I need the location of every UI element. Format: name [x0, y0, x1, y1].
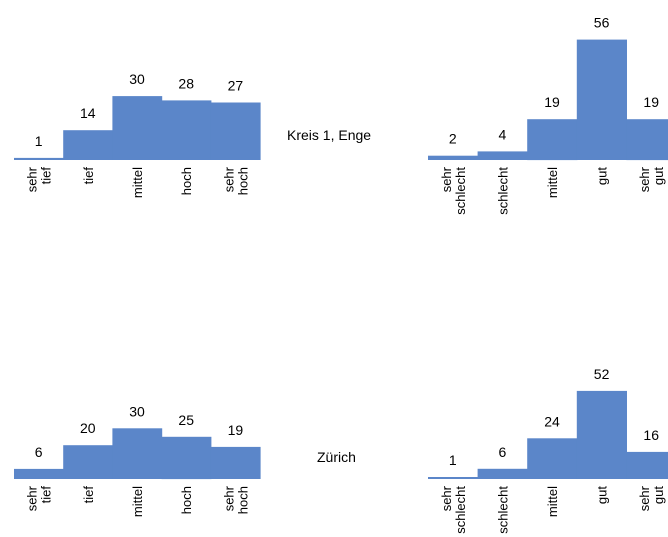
chart-panel-2: 2 4 19 56 19 sehrschlecht schlecht mittel gut seh… — [428, 15, 668, 215]
data-label-1-5: 27 — [228, 78, 244, 94]
data-label-4-4: 52 — [594, 366, 610, 382]
data-label-3-5: 19 — [228, 422, 244, 438]
category-label-3-1: sehrtief — [25, 485, 54, 511]
category-label-4-4: gut — [595, 486, 610, 504]
category-label-2-2: schlecht — [495, 167, 510, 215]
data-label-2-4: 56 — [594, 15, 610, 31]
category-label-3-4: hoch — [179, 486, 194, 514]
data-label-2-3: 19 — [544, 94, 560, 110]
row-label-kreis1: Kreis 1, Enge — [287, 127, 372, 143]
bar-2-5 — [626, 119, 668, 161]
bar-2-2 — [477, 151, 528, 160]
bar-4-5 — [626, 451, 668, 479]
data-label-1-4: 28 — [178, 75, 194, 91]
data-label-4-3: 24 — [544, 413, 560, 429]
bar-4-2 — [477, 468, 528, 479]
bar-1-5 — [210, 102, 261, 160]
category-label-1-1: sehrtief — [25, 166, 54, 192]
bar-1-3 — [112, 96, 163, 160]
data-label-2-5: 19 — [643, 94, 659, 110]
category-label-2-1: sehrschlecht — [439, 166, 468, 214]
bar-2-3 — [527, 119, 578, 161]
category-label-3-5: sehrhoch — [221, 485, 250, 514]
category-label-2-5: sehrgut — [637, 166, 666, 192]
bar-2-4 — [576, 39, 627, 160]
category-label-3-2: tief — [81, 486, 96, 504]
bar-3-4 — [161, 436, 212, 480]
bar-3-1 — [14, 468, 64, 479]
data-label-1-3: 30 — [129, 71, 145, 87]
category-label-1-4: hoch — [179, 167, 194, 195]
data-label-3-2: 20 — [80, 420, 96, 436]
category-label-2-4: gut — [595, 167, 610, 185]
data-label-3-1: 6 — [35, 444, 43, 460]
data-label-2-2: 4 — [499, 126, 507, 142]
bar-1-2 — [63, 130, 113, 160]
data-label-4-1: 1 — [449, 452, 457, 468]
bar-3-3 — [112, 428, 163, 479]
bar-1-4 — [161, 100, 212, 160]
bar-3-5 — [210, 446, 261, 479]
data-label-3-3: 30 — [129, 403, 145, 419]
category-label-4-5: sehrgut — [637, 485, 666, 511]
bar-3-2 — [63, 445, 113, 479]
bar-4-4 — [576, 390, 627, 479]
category-label-1-3: mittel — [130, 167, 145, 198]
category-label-2-3: mittel — [545, 167, 560, 198]
category-label-4-1: sehrschlecht — [439, 485, 468, 533]
bar-4-1 — [428, 477, 479, 479]
bar-2-1 — [428, 155, 479, 160]
chart-panel-3: 6 20 30 25 19 sehrtief tief mittel hoch sehrhoch — [14, 403, 261, 517]
data-label-3-4: 25 — [178, 412, 194, 428]
chart-panel-1: 1 14 30 28 27 sehrtief tief mittel hoch sehrhoch — [14, 71, 261, 198]
category-label-1-5: sehrhoch — [221, 166, 250, 195]
category-label-3-3: mittel — [130, 486, 145, 517]
bar-4-3 — [527, 438, 578, 479]
data-label-1-1: 1 — [35, 133, 43, 149]
data-label-4-2: 6 — [499, 444, 507, 460]
bar-1-1 — [14, 157, 64, 160]
category-label-4-2: schlecht — [495, 486, 510, 534]
row-label-zuerich: Zürich — [317, 449, 356, 465]
data-label-2-1: 2 — [449, 131, 457, 147]
category-label-4-3: mittel — [545, 486, 560, 517]
data-label-1-2: 14 — [80, 105, 96, 121]
category-label-1-2: tief — [81, 167, 96, 185]
data-label-4-5: 16 — [643, 427, 659, 443]
